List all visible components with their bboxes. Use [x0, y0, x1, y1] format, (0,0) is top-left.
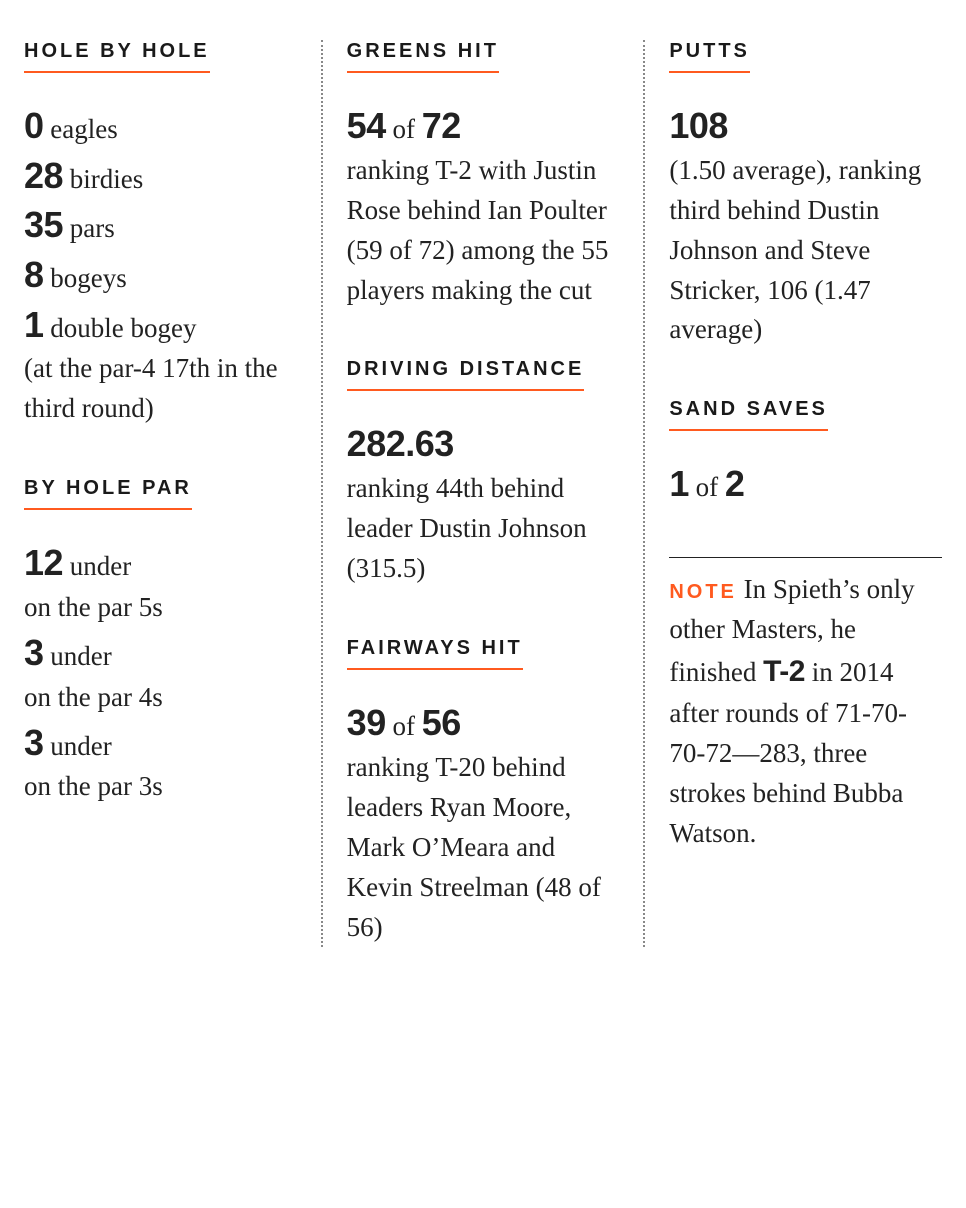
stat-number: 0	[24, 105, 44, 146]
stat-description: (1.50 average), ranking third behind Dus…	[669, 151, 942, 351]
section-title: DRIVING DISTANCE	[347, 358, 585, 391]
stat-number: 1	[669, 463, 689, 504]
stat-sub: on the par 3s	[24, 767, 297, 807]
stat-number: 3	[24, 632, 44, 673]
stat-number: 282.63	[347, 423, 454, 464]
stat-row: 12 under	[24, 538, 297, 588]
section-putts: PUTTS 108 (1.50 average), ranking third …	[669, 40, 942, 350]
driving-distance-body: 282.63 ranking 44th behind leader Dustin…	[347, 419, 620, 589]
stat-number: 54	[347, 105, 386, 146]
stat-row: 35 pars	[24, 200, 297, 250]
stat-of: of	[386, 711, 422, 741]
column-2: GREENS HIT 54 of 72 ranking T-2 with Jus…	[321, 40, 644, 947]
stat-row: 28 birdies	[24, 151, 297, 201]
stat-number: 12	[24, 542, 63, 583]
stat-headline: 54 of 72	[347, 101, 620, 151]
stat-of: of	[386, 114, 422, 144]
hole-by-hole-body: 0 eagles 28 birdies 35 pars 8 bogeys 1 d…	[24, 101, 297, 429]
stat-of: of	[689, 472, 725, 502]
stat-headline: 39 of 56	[347, 698, 620, 748]
fairways-hit-body: 39 of 56 ranking T-20 behind leaders Rya…	[347, 698, 620, 947]
stat-number: 72	[422, 105, 461, 146]
sand-saves-body: 1 of 2	[669, 459, 942, 509]
section-greens-hit: GREENS HIT 54 of 72 ranking T-2 with Jus…	[347, 40, 620, 310]
stat-headline: 282.63	[347, 419, 620, 469]
stat-label: under	[63, 551, 131, 581]
stat-description: ranking 44th behind leader Dustin Johnso…	[347, 469, 620, 589]
stat-number: 1	[24, 304, 44, 345]
stat-row: 3 under	[24, 718, 297, 768]
stat-row: 0 eagles	[24, 101, 297, 151]
section-title: GREENS HIT	[347, 40, 499, 73]
stat-headline: 108	[669, 101, 942, 151]
column-3: PUTTS 108 (1.50 average), ranking third …	[643, 40, 942, 947]
stat-label: bogeys	[44, 263, 127, 293]
stat-label: under	[44, 641, 112, 671]
stat-number: 2	[725, 463, 745, 504]
stat-headline: 1 of 2	[669, 459, 942, 509]
section-driving-distance: DRIVING DISTANCE 282.63 ranking 44th beh…	[347, 358, 620, 589]
stat-number: 28	[24, 155, 63, 196]
putts-body: 108 (1.50 average), ranking third behind…	[669, 101, 942, 350]
section-title: HOLE BY HOLE	[24, 40, 210, 73]
stat-number: 39	[347, 702, 386, 743]
section-title: SAND SAVES	[669, 398, 828, 431]
stat-description: ranking T-2 with Justin Rose behind Ian …	[347, 151, 620, 311]
section-title: FAIRWAYS HIT	[347, 637, 523, 670]
note-block: NOTE In Spieth’s only other Masters, he …	[669, 557, 942, 854]
stat-label: under	[44, 731, 112, 761]
section-title: BY HOLE PAR	[24, 477, 192, 510]
note-label: NOTE	[669, 581, 737, 603]
stat-label: pars	[63, 213, 115, 243]
stat-label: eagles	[44, 114, 118, 144]
section-by-hole-par: BY HOLE PAR 12 under on the par 5s 3 und…	[24, 477, 297, 807]
columns-container: HOLE BY HOLE 0 eagles 28 birdies 35 pars…	[24, 40, 942, 947]
section-sand-saves: SAND SAVES 1 of 2	[669, 398, 942, 509]
section-hole-by-hole: HOLE BY HOLE 0 eagles 28 birdies 35 pars…	[24, 40, 297, 429]
stat-sub: on the par 5s	[24, 588, 297, 628]
stat-row: 8 bogeys	[24, 250, 297, 300]
stat-label: double bogey	[44, 313, 197, 343]
greens-hit-body: 54 of 72 ranking T-2 with Justin Rose be…	[347, 101, 620, 310]
stat-number: 8	[24, 254, 44, 295]
stat-number: 3	[24, 722, 44, 763]
stat-row: 3 under	[24, 628, 297, 678]
column-1: HOLE BY HOLE 0 eagles 28 birdies 35 pars…	[24, 40, 321, 947]
stat-number: 35	[24, 204, 63, 245]
section-fairways-hit: FAIRWAYS HIT 39 of 56 ranking T-20 behin…	[347, 637, 620, 947]
stat-sub: on the par 4s	[24, 678, 297, 718]
stat-number: 56	[422, 702, 461, 743]
by-hole-par-body: 12 under on the par 5s 3 under on the pa…	[24, 538, 297, 807]
note-bold: T-2	[763, 655, 805, 688]
stat-footnote: (at the par-4 17th in the third round)	[24, 349, 297, 429]
stat-description: ranking T-20 behind leaders Ryan Moore, …	[347, 748, 620, 948]
stat-label: birdies	[63, 164, 143, 194]
stat-row: 1 double bogey	[24, 300, 297, 350]
section-title: PUTTS	[669, 40, 750, 73]
stat-number: 108	[669, 105, 728, 146]
